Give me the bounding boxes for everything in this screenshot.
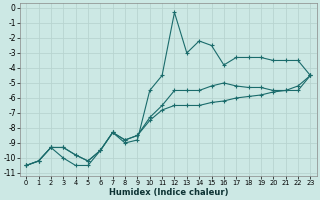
X-axis label: Humidex (Indice chaleur): Humidex (Indice chaleur) <box>108 188 228 197</box>
